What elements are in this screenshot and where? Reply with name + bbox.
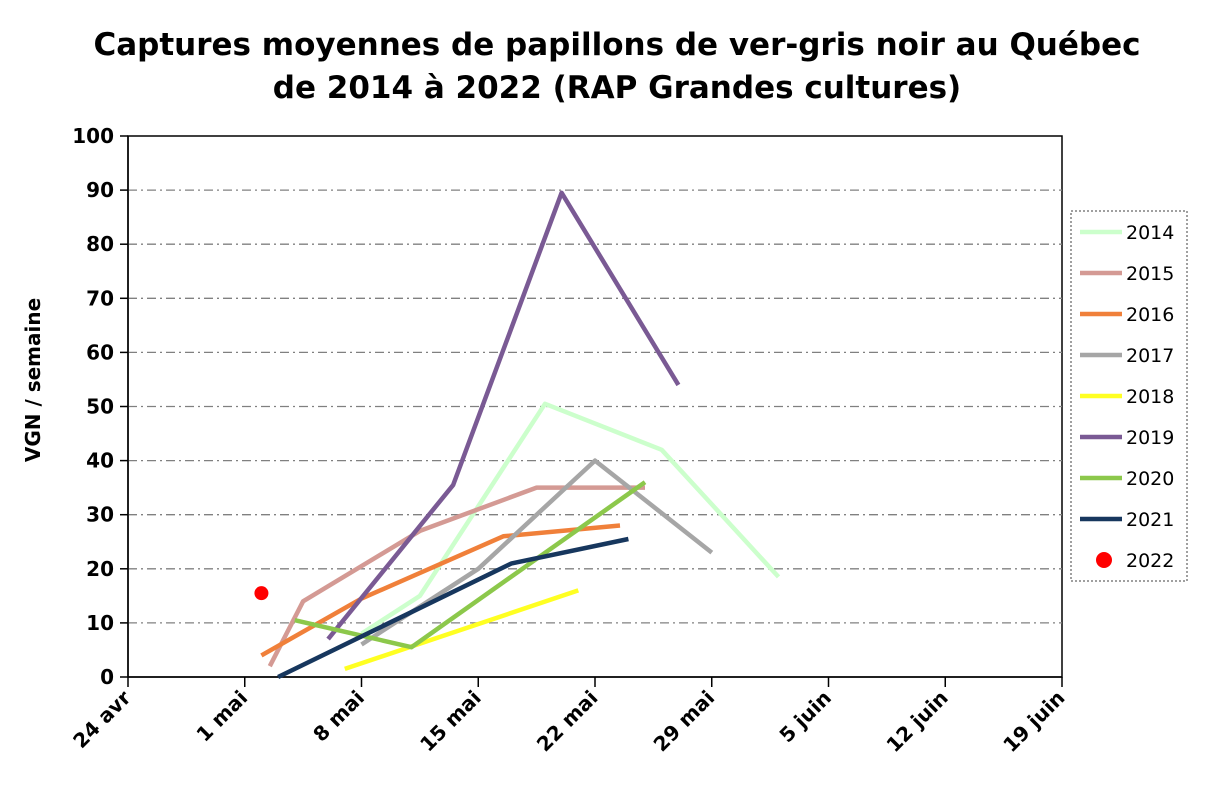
series-2015-line [267, 485, 645, 668]
series-2014-line [360, 401, 781, 636]
y-tick-label: 100 [72, 124, 114, 148]
x-tick-label: 24 avr [68, 685, 135, 752]
y-tick-label: 80 [86, 232, 114, 256]
y-tick-label: 70 [86, 286, 114, 310]
chart-title-line-1: Captures moyennes de papillons de ver-gr… [94, 27, 1141, 63]
legend-label-2018: 2018 [1126, 386, 1174, 408]
x-tick-labels: 24 avr 1 mai 8 mai 15 mai 22 mai 29 mai 5 juin… [68, 685, 1069, 756]
x-tick-label: 15 mai [415, 686, 486, 757]
legend-label-2021: 2021 [1126, 509, 1174, 531]
x-tick-label: 12 juin [881, 686, 952, 757]
legend: 2014 2015 2016 2017 2018 2019 2020 2021 2022 [1070, 210, 1188, 582]
legend-label-2016: 2016 [1126, 304, 1174, 326]
x-tick-label: 29 mai [649, 686, 720, 757]
series-2019-line [326, 190, 681, 641]
y-tick-label: 50 [86, 395, 114, 419]
y-tick-labels: 0 10 20 30 40 50 60 70 80 90 100 [72, 124, 114, 689]
series-2022-point [254, 586, 269, 601]
legend-label-2020: 2020 [1126, 468, 1174, 490]
x-tick-label: 1 mai [191, 686, 252, 747]
legend-label-2017: 2017 [1126, 345, 1174, 367]
x-tick-label: 19 juin [998, 686, 1069, 757]
y-tick-label: 40 [86, 449, 114, 473]
series-2020-line [294, 480, 647, 650]
series-2016-line [260, 523, 621, 658]
x-tick-label: 5 juin [774, 686, 836, 748]
y-tick-label: 20 [86, 557, 114, 581]
series-2018-line [344, 588, 580, 672]
grid-lines [128, 189, 1062, 624]
legend-swatch-2022 [1096, 552, 1112, 568]
legend-label-2014: 2014 [1126, 222, 1174, 244]
y-tick-label: 0 [100, 665, 114, 689]
y-tick-label: 30 [86, 503, 114, 527]
x-tick-label: 22 mai [532, 686, 603, 757]
chart-title-line-2: de 2014 à 2022 (RAP Grandes cultures) [273, 70, 961, 106]
legend-label-2015: 2015 [1126, 263, 1174, 285]
series-2021-line [277, 536, 629, 680]
y-axis-label: VGN / semaine [21, 298, 45, 462]
legend-label-2019: 2019 [1126, 427, 1174, 449]
legend-items: 2014 2015 2016 2017 2018 2019 2020 2021 2022 [1080, 222, 1174, 572]
y-tick-label: 10 [86, 611, 114, 635]
series-lines [254, 190, 781, 680]
legend-label-2022: 2022 [1126, 550, 1174, 572]
x-tick-label: 8 mai [308, 686, 369, 747]
y-tick-label: 60 [86, 340, 114, 364]
y-tick-label: 90 [86, 178, 114, 202]
axes [120, 135, 1063, 687]
